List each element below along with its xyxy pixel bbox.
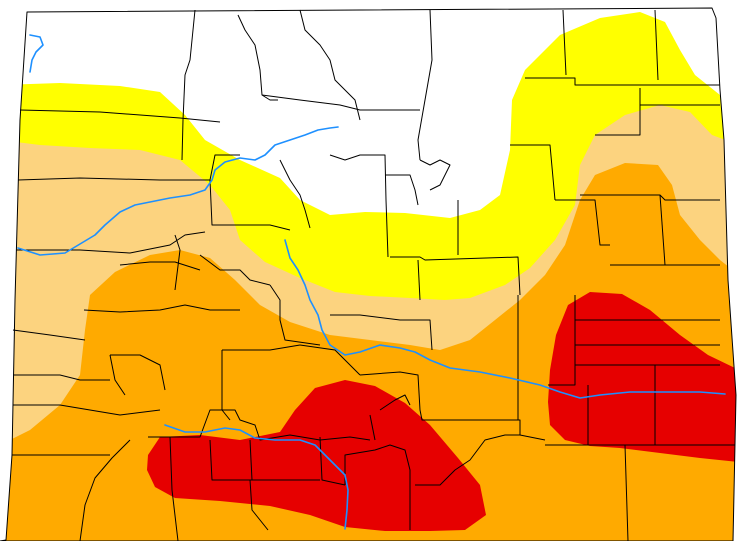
- county-line: [624, 444, 629, 541]
- county-line: [279, 159, 311, 229]
- county-line: [13, 404, 161, 416]
- county-line: [249, 439, 253, 481]
- county-line: [419, 159, 451, 191]
- county-line: [119, 261, 201, 271]
- county-line: [329, 154, 389, 258]
- county-line: [595, 88, 641, 136]
- state-outline: [0, 7, 737, 541]
- county-line: [344, 444, 411, 530]
- county-line: [369, 414, 376, 441]
- river: [17, 126, 339, 256]
- county-line: [12, 329, 86, 341]
- county-line: [415, 434, 520, 486]
- county-line: [548, 364, 720, 386]
- county-line: [299, 9, 361, 121]
- county-line: [17, 154, 240, 181]
- county-line: [222, 344, 301, 351]
- county-line: [562, 9, 567, 76]
- county-line: [261, 94, 420, 111]
- county-line: [654, 9, 659, 81]
- county-line: [19, 109, 221, 123]
- county-line: [110, 354, 166, 391]
- county-line: [13, 374, 110, 381]
- county-line: [510, 144, 556, 201]
- county-line: [525, 77, 720, 86]
- county-line: [181, 9, 196, 161]
- d3-extreme-drought-area-east: [548, 292, 736, 462]
- county-line: [79, 439, 131, 541]
- county-line: [390, 256, 521, 296]
- county-line: [379, 394, 411, 411]
- county-line: [330, 314, 433, 351]
- county-line: [169, 436, 179, 541]
- county-line: [555, 199, 610, 246]
- county-line: [209, 179, 291, 231]
- county-line: [148, 409, 371, 441]
- county-line: [199, 254, 271, 286]
- county-line: [299, 344, 361, 376]
- river: [164, 424, 349, 530]
- county-line: [359, 371, 546, 441]
- county-line: [417, 259, 421, 301]
- county-line: [269, 284, 321, 346]
- county-line: [659, 194, 666, 266]
- county-line: [174, 234, 181, 291]
- county-line: [417, 9, 433, 161]
- river: [284, 239, 726, 399]
- county-line: [109, 354, 126, 396]
- rivers: [17, 34, 726, 530]
- county-boundaries: [0, 7, 737, 541]
- river: [29, 34, 44, 73]
- county-line: [237, 14, 278, 101]
- d3-extreme-drought-area-south: [147, 380, 486, 531]
- county-line: [385, 174, 419, 206]
- county-line: [83, 304, 240, 313]
- county-line: [580, 194, 720, 201]
